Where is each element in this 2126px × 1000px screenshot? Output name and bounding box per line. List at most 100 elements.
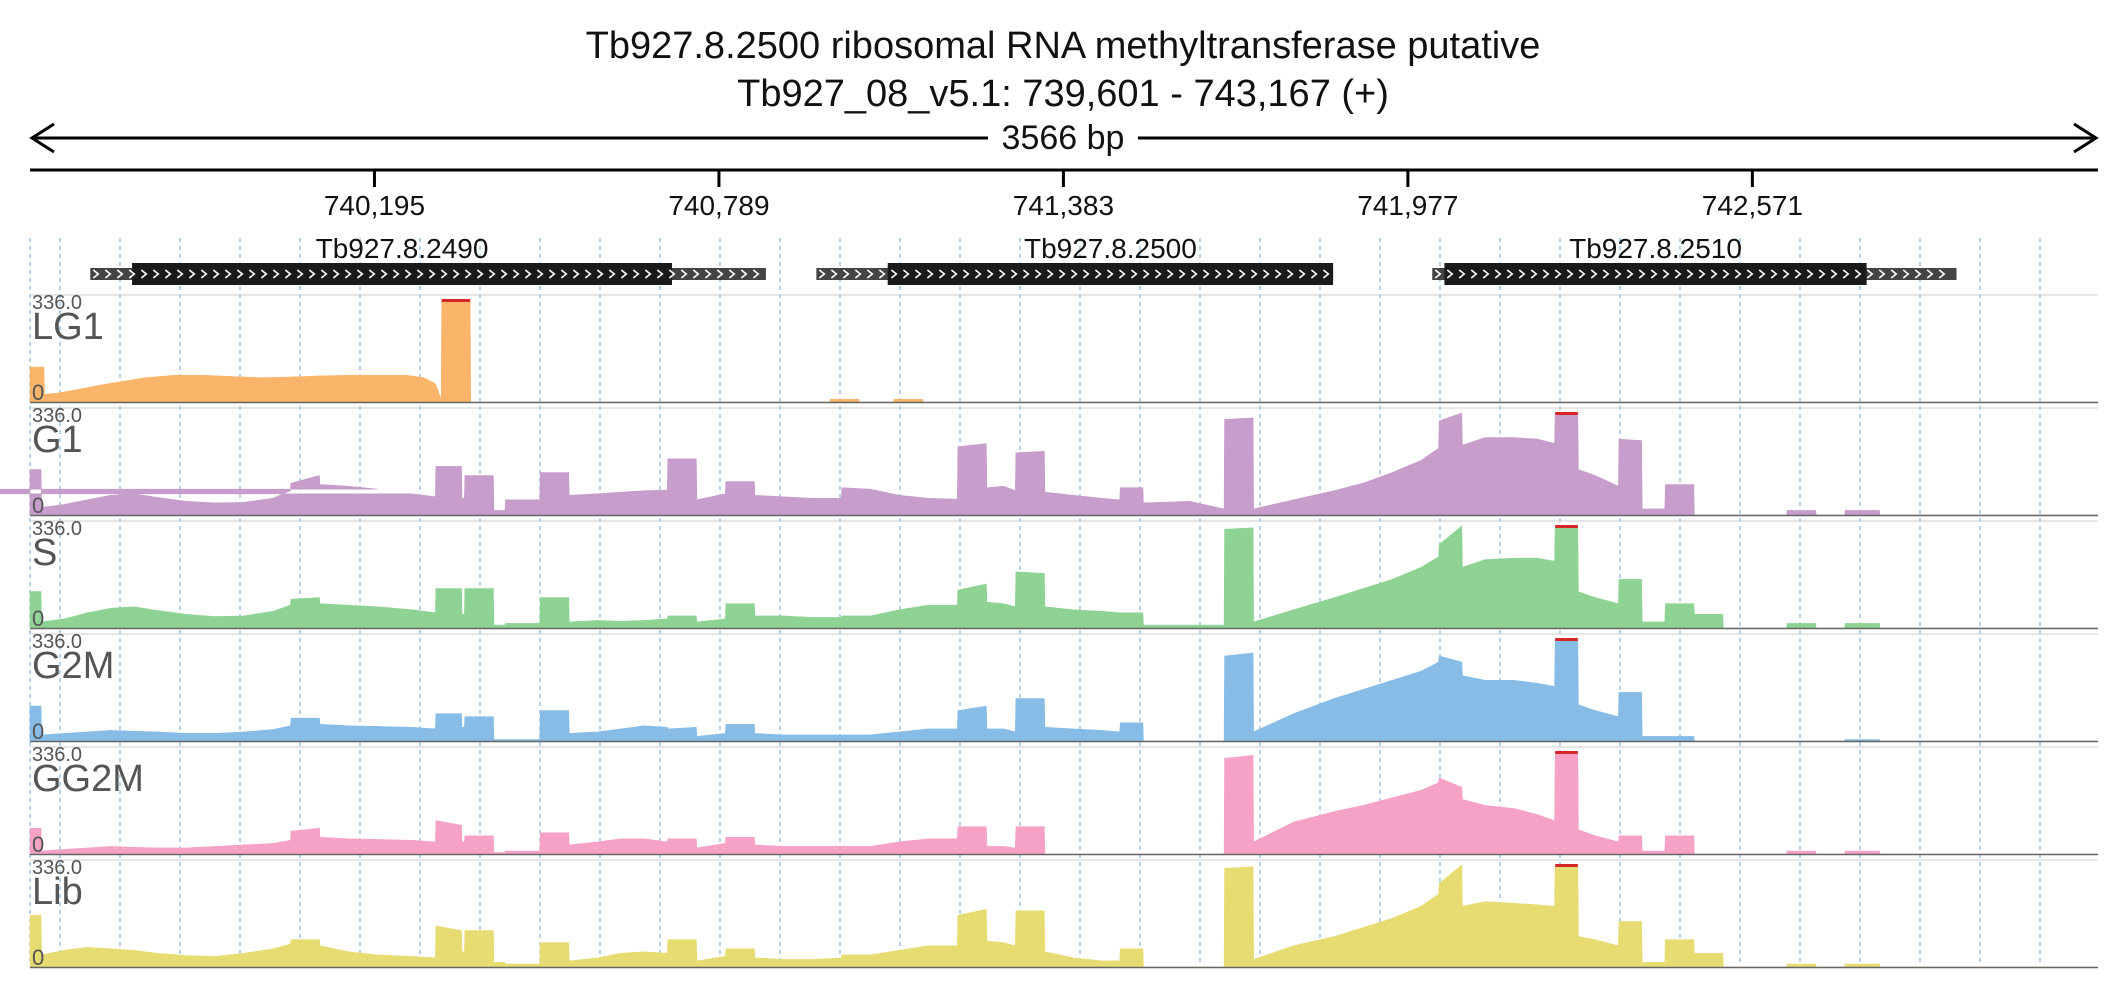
chart-title: Tb927.8.2500 ribosomal RNA methyltransfe…	[586, 25, 1541, 67]
strand-chevron-icon	[500, 269, 508, 279]
clip-marker	[1555, 525, 1578, 528]
strand-chevron-icon	[1250, 269, 1258, 279]
strand-chevron-icon	[344, 269, 352, 279]
strand-chevron-icon	[272, 269, 280, 279]
strand-chevron-icon	[200, 269, 208, 279]
gene-track: Tb927.8.2490 Tb927.8.2500 Tb927.8.2510	[90, 233, 1957, 285]
track-max-label: 336.0	[32, 744, 82, 766]
strand-chevron-icon	[1722, 269, 1730, 279]
track-min-label: 0	[32, 945, 44, 970]
strand-chevron-icon	[890, 269, 898, 279]
strand-chevron-icon	[596, 269, 604, 279]
gene-Tb927.8.2490[interactable]: Tb927.8.2490	[90, 233, 766, 285]
track-label: G2M	[32, 645, 114, 687]
strand-chevron-icon	[332, 269, 340, 279]
strand-chevron-icon	[752, 269, 760, 279]
strand-chevron-icon	[1310, 269, 1318, 279]
strand-chevron-icon	[368, 269, 376, 279]
strand-chevron-icon	[1770, 269, 1778, 279]
strand-chevron-icon	[1226, 269, 1234, 279]
track-min-label: 0	[32, 832, 44, 857]
strand-chevron-icon	[1938, 269, 1946, 279]
strand-chevron-icon	[974, 269, 982, 279]
strand-chevron-icon	[1830, 269, 1838, 279]
strand-chevron-icon	[620, 269, 628, 279]
strand-chevron-icon	[986, 269, 994, 279]
gene-label: Tb927.8.2510	[1569, 233, 1742, 264]
strand-chevron-icon	[140, 269, 148, 279]
clip-marker	[1555, 638, 1578, 641]
strand-chevron-icon	[152, 269, 160, 279]
strand-chevron-icon	[1214, 269, 1222, 279]
strand-chevron-icon	[1542, 269, 1550, 279]
strand-chevron-icon	[1458, 269, 1466, 279]
strand-chevron-icon	[1554, 269, 1562, 279]
strand-chevron-icon	[236, 269, 244, 279]
strand-chevron-icon	[1758, 269, 1766, 279]
span-label-bg	[988, 118, 1138, 158]
strand-chevron-icon	[950, 269, 958, 279]
strand-chevron-icon	[1178, 269, 1186, 279]
strand-chevron-icon	[1866, 269, 1874, 279]
strand-chevron-icon	[716, 269, 724, 279]
strand-chevron-icon	[488, 269, 496, 279]
span-arrow-right-icon	[2073, 122, 2099, 154]
gene-label: Tb927.8.2500	[1024, 233, 1197, 264]
strand-chevron-icon	[644, 269, 652, 279]
strand-chevron-icon	[1566, 269, 1574, 279]
strand-chevron-icon	[1286, 269, 1294, 279]
gene-Tb927.8.2500[interactable]: Tb927.8.2500	[816, 233, 1334, 285]
strand-chevron-icon	[1662, 269, 1670, 279]
strand-chevron-icon	[1154, 269, 1162, 279]
strand-chevron-icon	[1878, 269, 1886, 279]
strand-chevron-icon	[1842, 269, 1850, 279]
coverage-area-LG1	[29, 299, 2098, 403]
clip-marker	[1555, 751, 1578, 754]
strand-chevron-icon	[1010, 269, 1018, 279]
strand-chevron-icon	[878, 269, 886, 279]
strand-chevron-icon	[1926, 269, 1934, 279]
strand-chevron-icon	[1190, 269, 1198, 279]
strand-chevron-icon	[1238, 269, 1246, 279]
track-min-label: 0	[32, 719, 44, 744]
track-min-label: 0	[32, 606, 44, 631]
track-max-label: 336.0	[32, 857, 82, 879]
strand-chevron-icon	[1686, 269, 1694, 279]
strand-chevron-icon	[284, 269, 292, 279]
strand-chevron-icon	[512, 269, 520, 279]
strand-chevron-icon	[1130, 269, 1138, 279]
strand-chevron-icon	[1914, 269, 1922, 279]
strand-chevron-icon	[584, 269, 592, 279]
track-label: GG2M	[32, 758, 144, 800]
coverage-area-G1	[0, 412, 2098, 516]
gene-cds	[887, 263, 1334, 285]
strand-chevron-icon	[296, 269, 304, 279]
track-max-label: 336.0	[32, 405, 82, 427]
strand-chevron-icon	[680, 269, 688, 279]
strand-chevron-icon	[938, 269, 946, 279]
track-max-label: 336.0	[32, 631, 82, 653]
gene-cds	[132, 263, 672, 285]
strand-chevron-icon	[1022, 269, 1030, 279]
gene-Tb927.8.2510[interactable]: Tb927.8.2510	[1432, 233, 1957, 285]
strand-chevron-icon	[260, 269, 268, 279]
strand-chevron-icon	[1614, 269, 1622, 279]
strand-chevron-icon	[1434, 269, 1442, 279]
strand-chevron-icon	[1590, 269, 1598, 279]
strand-chevron-icon	[104, 269, 112, 279]
track-label: LG1	[32, 306, 104, 348]
strand-chevron-icon	[380, 269, 388, 279]
strand-chevron-icon	[866, 269, 874, 279]
strand-chevron-icon	[404, 269, 412, 279]
strand-chevron-icon	[224, 269, 232, 279]
strand-chevron-icon	[452, 269, 460, 279]
strand-chevron-icon	[164, 269, 172, 279]
strand-chevron-icon	[440, 269, 448, 279]
strand-chevron-icon	[1674, 269, 1682, 279]
span-ruler: 3566 bp	[29, 118, 2099, 158]
